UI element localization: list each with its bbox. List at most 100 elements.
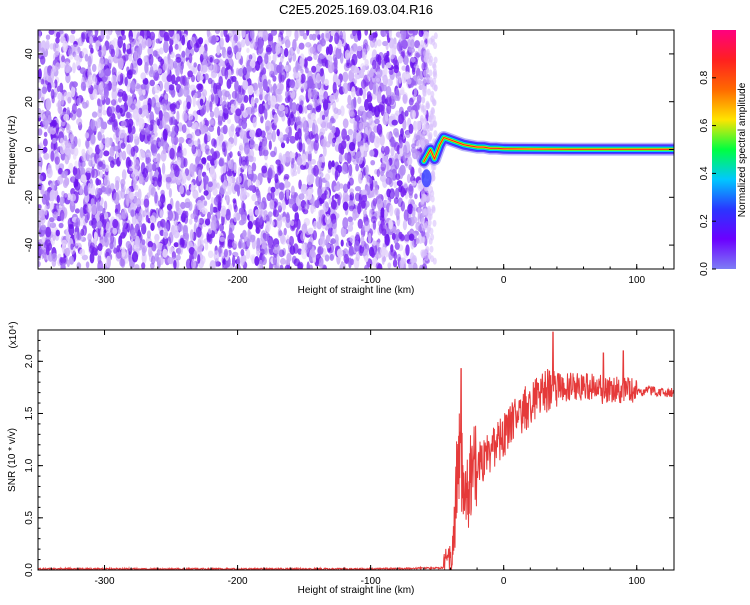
noise-blob xyxy=(325,234,331,243)
noise-blob xyxy=(325,180,330,191)
noise-blob xyxy=(393,181,398,189)
noise-blob xyxy=(163,228,168,240)
snr-y-axis-label: SNR (10 * v/v) xyxy=(7,428,18,492)
noise-blob xyxy=(98,142,104,150)
noise-blob xyxy=(248,208,254,216)
noise-blob xyxy=(427,219,432,227)
noise-blob xyxy=(132,169,139,182)
noise-blob xyxy=(298,141,303,153)
noise-blob xyxy=(267,34,274,47)
noise-blob xyxy=(74,181,81,191)
noise-blob xyxy=(181,50,186,58)
noise-blob xyxy=(284,106,289,115)
noise-blob xyxy=(333,185,341,192)
noise-blob xyxy=(250,106,255,116)
noise-blob xyxy=(121,208,128,220)
noise-blob xyxy=(283,173,290,180)
noise-blob xyxy=(209,101,213,113)
noise-blob xyxy=(251,256,256,265)
noise-blob xyxy=(159,47,164,55)
noise-blob xyxy=(214,94,219,105)
figure-title: C2E5.2025.169.03.04.R16 xyxy=(279,2,433,17)
noise-blob xyxy=(203,50,208,60)
noise-blob xyxy=(222,108,229,119)
noise-blob xyxy=(50,180,57,191)
noise-blob xyxy=(190,132,195,142)
noise-blob xyxy=(411,143,416,149)
noise-blob xyxy=(413,87,418,96)
noise-blob xyxy=(347,224,354,232)
noise-blob xyxy=(385,85,392,98)
noise-blob xyxy=(242,79,249,91)
noise-blob xyxy=(324,173,331,181)
noise-blob xyxy=(247,220,253,230)
noise-blob xyxy=(97,253,102,265)
noise-blob xyxy=(64,154,70,165)
noise-blob xyxy=(356,132,362,142)
y-tick-label: 0 xyxy=(24,146,35,152)
noise-blob xyxy=(119,258,125,267)
noise-blob xyxy=(55,37,60,44)
noise-blob xyxy=(399,258,404,269)
noise-blob xyxy=(352,208,358,221)
noise-blob xyxy=(230,158,235,171)
noise-blob xyxy=(400,87,405,95)
noise-blob xyxy=(333,112,339,120)
y-tick-label: -40 xyxy=(24,237,35,252)
noise-blob xyxy=(154,162,160,171)
noise-blob xyxy=(309,33,313,41)
noise-blob xyxy=(394,242,400,250)
noise-blob xyxy=(310,158,316,165)
noise-blob xyxy=(398,75,402,84)
noise-blob xyxy=(216,182,220,189)
noise-blob xyxy=(99,147,103,159)
noise-blob xyxy=(380,162,386,172)
noise-blob xyxy=(141,239,146,246)
noise-blob xyxy=(431,206,436,214)
noise-blob xyxy=(237,67,245,77)
noise-blob xyxy=(365,164,369,175)
noise-blob xyxy=(182,85,190,98)
noise-blob xyxy=(191,144,197,155)
noise-blob xyxy=(121,150,127,161)
noise-blob xyxy=(360,200,366,209)
noise-blob xyxy=(323,91,329,101)
noise-blob xyxy=(262,140,267,151)
noise-blob xyxy=(59,209,65,221)
noise-blob xyxy=(334,161,340,171)
noise-blob xyxy=(314,81,321,89)
noise-blob xyxy=(235,127,241,134)
noise-blob xyxy=(306,56,313,62)
noise-blob xyxy=(76,97,81,106)
noise-blob xyxy=(356,151,362,158)
noise-blob xyxy=(209,110,215,118)
noise-blob xyxy=(425,56,430,64)
noise-blob xyxy=(318,257,324,269)
noise-blob xyxy=(379,134,385,146)
noise-blob xyxy=(122,42,127,54)
noise-blob xyxy=(95,40,101,47)
noise-blob xyxy=(309,173,315,185)
noise-blob xyxy=(289,245,296,255)
noise-blob xyxy=(359,245,365,254)
noise-blob xyxy=(231,240,238,248)
noise-blob xyxy=(169,103,175,112)
noise-blob xyxy=(92,88,98,100)
noise-blob xyxy=(394,131,400,138)
noise-blob xyxy=(337,194,341,206)
noise-blob xyxy=(108,44,115,55)
noise-blob xyxy=(64,247,71,257)
noise-blob xyxy=(324,214,331,225)
noise-blob xyxy=(422,127,427,135)
noise-blob xyxy=(230,36,234,43)
noise-blob xyxy=(213,196,219,206)
noise-blob xyxy=(348,257,352,269)
noise-blob xyxy=(241,120,248,130)
noise-blob xyxy=(105,97,111,105)
noise-blob xyxy=(51,95,55,104)
noise-blob xyxy=(392,41,398,50)
noise-blob xyxy=(262,78,268,91)
noise-blob xyxy=(285,213,291,224)
noise-blob xyxy=(362,209,367,217)
